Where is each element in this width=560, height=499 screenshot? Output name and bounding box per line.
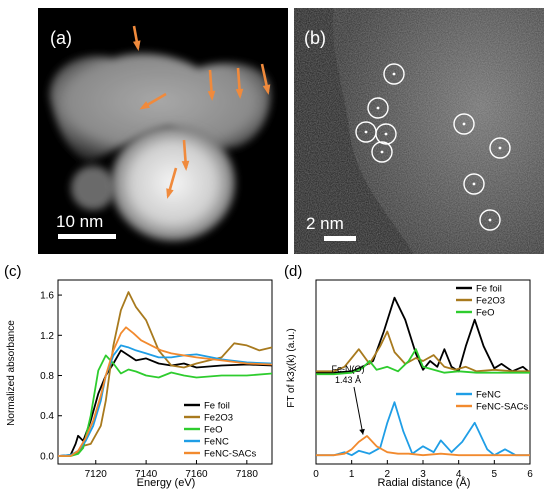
arrow-head (132, 40, 141, 51)
x-tick-label: 6 (527, 469, 533, 480)
single-atom-circle (453, 113, 475, 135)
single-atom (380, 150, 384, 154)
single-atom (376, 106, 380, 110)
arrow-head (181, 160, 190, 171)
single-atom (488, 218, 492, 222)
y-tick-label: 1.6 (40, 291, 54, 302)
single-atom-circle (383, 63, 405, 85)
series-line-fenc-sacs (58, 326, 273, 457)
scale-bar-a (58, 234, 116, 239)
y-axis-title: FT of k3χ(k) (a.u.) (286, 328, 297, 408)
series-line-fenc (57, 344, 273, 457)
panel-b-label: (b) (304, 28, 326, 48)
x-tick-label: 7180 (236, 469, 259, 480)
single-atom-circle (375, 123, 397, 145)
series-line-fe-foil (57, 349, 273, 457)
arrow-head (235, 88, 244, 99)
legend-label: Fe2O3 (204, 413, 233, 424)
single-atom-circle (367, 97, 389, 119)
single-atom-circles (355, 63, 511, 231)
arrow-head (166, 188, 174, 199)
arrows-single-atoms (132, 25, 271, 199)
legend-label: Fe foil (476, 284, 502, 295)
series-line-fenc-sacs (316, 435, 530, 457)
y-axis-title: Normalized absorbance (6, 320, 17, 426)
image-noise (294, 8, 544, 254)
arrow-head (207, 90, 216, 101)
single-atom-circle (479, 209, 501, 231)
carbon-support-particles (49, 53, 271, 210)
scale-bar-a-label: 10 nm (56, 212, 103, 231)
x-tick-label: 7120 (85, 469, 108, 480)
single-atom (498, 146, 502, 150)
panel-a-micrograph: (a) 10 nm (38, 8, 288, 254)
legend-label: Fe2O3 (476, 296, 505, 307)
y-tick-label: 0.8 (40, 371, 54, 382)
scale-bar-b-label: 2 nm (306, 214, 344, 233)
legend-label: FeO (204, 425, 222, 436)
panel-d-chart: (d) Radial distance (Å) FT of k3χ(k) (a.… (280, 258, 560, 494)
x-tick-label: 5 (492, 469, 498, 480)
x-tick-label: 1 (349, 469, 355, 480)
legend-label: FeO (476, 308, 494, 319)
single-atom (472, 182, 476, 186)
panel-a-svg: (a) 10 nm (38, 8, 288, 254)
arrow-head (262, 84, 271, 95)
single-atom (384, 132, 388, 136)
plot-frame (57, 279, 273, 465)
scale-bar-b (324, 236, 356, 241)
legend-label: Fe foil (204, 401, 230, 412)
panel-b-svg: (b) 2 nm (294, 8, 544, 254)
single-atom (364, 130, 368, 134)
annotation-label: Fe-N(O) (332, 364, 365, 374)
single-atom-circle (371, 141, 393, 163)
y-tick-label: 1.2 (40, 331, 54, 342)
x-tick-label: 2 (385, 469, 391, 480)
x-axis-title: Radial distance (Å) (378, 476, 471, 489)
series-line-fenc (316, 401, 530, 457)
xanes-chart: (c) Energy (eV) Normalized absorbance 71… (4, 263, 273, 489)
legend-label: FeNC-SACs (476, 402, 529, 413)
series-line-feo (58, 354, 273, 457)
exafs-chart: (d) Radial distance (Å) FT of k3χ(k) (a.… (284, 263, 533, 489)
annotation-arrow (353, 386, 364, 435)
legend-label: FeNC (476, 390, 501, 401)
annotation-arrow-head (359, 428, 365, 435)
x-tick-label: 7160 (185, 469, 208, 480)
legend-label: FeNC (204, 437, 229, 448)
panel-a-label: (a) (50, 28, 72, 48)
x-tick-label: 7140 (135, 469, 158, 480)
panel-d-label: (d) (284, 263, 302, 280)
series-line-fe2o3 (58, 291, 273, 457)
y-tick-label: 0.0 (40, 451, 54, 462)
legend-label: FeNC-SACs (204, 449, 257, 460)
single-atom (462, 122, 466, 126)
x-tick-label: 0 (313, 469, 319, 480)
arrow-head (139, 101, 150, 110)
x-tick-label: 4 (456, 469, 462, 480)
panel-b-micrograph: (b) 2 nm (294, 8, 544, 254)
x-axis-title: Energy (eV) (137, 477, 196, 489)
single-atom-circle (489, 137, 511, 159)
series-line-feo (316, 348, 530, 376)
y-tick-label: 0.4 (40, 411, 54, 422)
x-tick-label: 3 (420, 469, 426, 480)
single-atom-circle (463, 173, 485, 195)
single-atom (392, 72, 396, 76)
panel-c-label: (c) (4, 263, 22, 280)
series-line-fe2o3 (316, 330, 530, 373)
annotation-value: 1.43 Å (335, 375, 361, 385)
panel-c-chart: (c) Energy (eV) Normalized absorbance 71… (0, 258, 280, 494)
